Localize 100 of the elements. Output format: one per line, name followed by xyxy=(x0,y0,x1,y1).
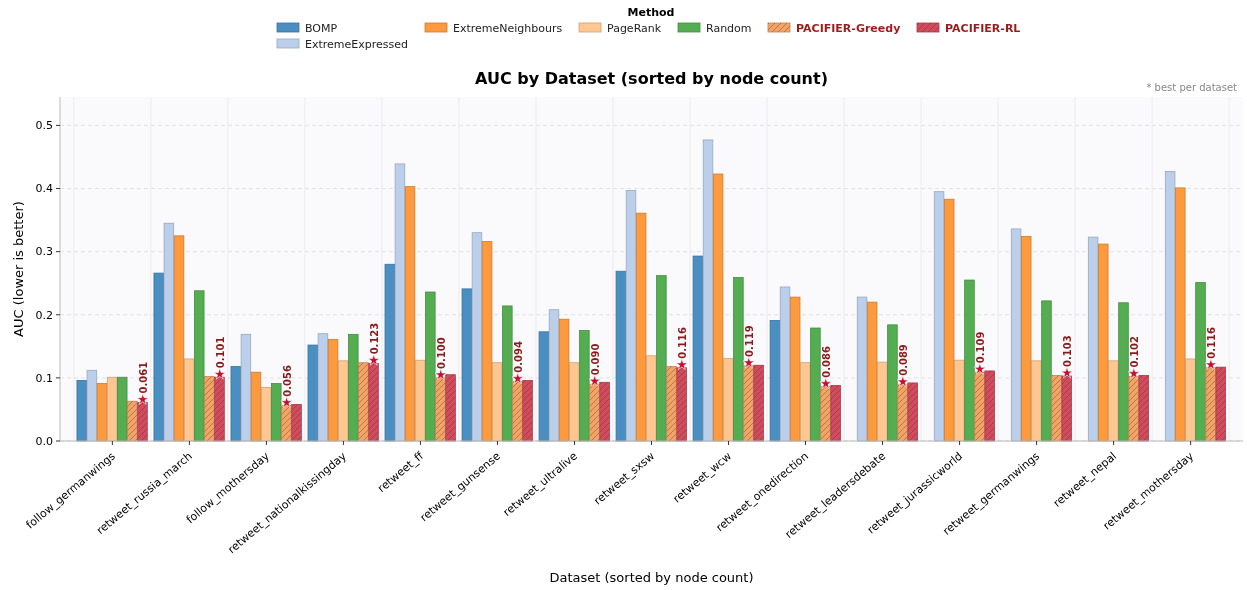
bar xyxy=(1195,282,1206,442)
bar xyxy=(954,359,965,442)
bar xyxy=(307,344,319,442)
bar xyxy=(712,173,724,442)
bar xyxy=(1185,358,1196,442)
bar xyxy=(944,198,955,442)
bar xyxy=(579,330,590,442)
bar xyxy=(1041,300,1052,442)
bar xyxy=(153,272,164,442)
data-label: 0.089 xyxy=(897,344,909,376)
bar xyxy=(1108,360,1119,442)
data-label: 0.103 xyxy=(1061,335,1073,367)
legend-label: PACIFIER-Greedy xyxy=(796,21,901,35)
bar xyxy=(877,361,888,442)
legend-label: BOMP xyxy=(305,21,338,35)
bar xyxy=(779,286,791,442)
bar xyxy=(866,301,878,442)
bar xyxy=(1118,302,1129,442)
bar xyxy=(502,305,513,442)
bar xyxy=(933,191,945,442)
bar xyxy=(1010,228,1022,442)
bar xyxy=(163,222,175,442)
y-tick-label: 0.0 xyxy=(35,434,53,448)
data-label: 0.056 xyxy=(281,364,293,397)
bar xyxy=(558,318,570,442)
bar xyxy=(327,338,339,442)
bar xyxy=(1087,236,1099,442)
legend-title: Method xyxy=(627,6,675,19)
bar xyxy=(86,369,98,442)
bar xyxy=(1175,187,1186,442)
data-label: 0.090 xyxy=(589,343,601,376)
bar xyxy=(887,324,898,442)
bar xyxy=(964,279,975,442)
bar xyxy=(76,380,87,442)
bar xyxy=(635,212,647,442)
legend-label: PageRank xyxy=(607,21,662,35)
bar xyxy=(492,362,503,442)
bar xyxy=(733,277,744,442)
data-label: 0.123 xyxy=(368,322,380,355)
bar xyxy=(271,383,282,442)
bar xyxy=(789,296,801,442)
text: * best per dataset xyxy=(1146,82,1238,93)
data-label: 0.061 xyxy=(137,361,149,394)
bar xyxy=(425,291,436,442)
legend-label: ExtremeExpressed xyxy=(305,37,409,51)
bar xyxy=(656,275,667,442)
bar xyxy=(404,186,416,442)
bar xyxy=(548,309,560,442)
bar xyxy=(810,327,821,442)
data-label: 0.102 xyxy=(1128,335,1140,368)
bar xyxy=(96,383,108,442)
bar xyxy=(769,320,781,442)
bar xyxy=(173,235,185,442)
bar xyxy=(394,163,406,442)
bar xyxy=(250,371,262,442)
y-tick-label: 0.4 xyxy=(35,182,53,196)
data-label: 0.119 xyxy=(743,325,755,357)
data-label: 0.094 xyxy=(512,341,524,373)
y-tick-label: 0.3 xyxy=(35,245,53,259)
bar xyxy=(471,232,483,442)
bar xyxy=(692,255,704,442)
bar xyxy=(461,288,473,442)
bar xyxy=(538,331,550,442)
data-label: 0.116 xyxy=(676,327,688,359)
bar xyxy=(414,359,426,442)
bar xyxy=(1164,171,1176,442)
bar xyxy=(856,296,868,442)
bar xyxy=(625,190,637,442)
data-label: 0.086 xyxy=(820,346,832,378)
bar xyxy=(1021,236,1032,442)
y-axis-title: AUC (lower is better) xyxy=(11,201,26,337)
bar xyxy=(240,333,252,442)
bar xyxy=(337,360,349,442)
bar xyxy=(569,362,580,442)
legend-label: Random xyxy=(706,21,752,35)
bar xyxy=(317,333,329,442)
bar xyxy=(1098,243,1109,442)
x-axis-title: Dataset (sorted by node count) xyxy=(549,570,754,585)
bar xyxy=(194,290,205,442)
chart-title: AUC by Dataset (sorted by node count) xyxy=(475,69,828,88)
legend-label: ExtremeNeighbours xyxy=(453,21,563,35)
bar xyxy=(723,357,734,442)
y-tick-label: 0.1 xyxy=(35,371,53,385)
bar xyxy=(481,241,493,442)
bar xyxy=(800,362,811,442)
bar xyxy=(117,376,128,442)
data-label: 0.100 xyxy=(435,337,447,369)
bar xyxy=(1031,360,1042,442)
data-label: 0.101 xyxy=(214,336,226,369)
data-label: 0.116 xyxy=(1205,327,1217,359)
data-label: 0.109 xyxy=(974,331,986,364)
legend-label: PACIFIER-RL xyxy=(945,21,1021,35)
bar xyxy=(646,355,657,442)
bar xyxy=(106,376,118,442)
bar xyxy=(384,263,396,442)
bar xyxy=(615,270,627,442)
bar xyxy=(183,358,195,442)
bar xyxy=(702,139,714,442)
bar xyxy=(260,386,272,442)
bar xyxy=(230,366,241,442)
